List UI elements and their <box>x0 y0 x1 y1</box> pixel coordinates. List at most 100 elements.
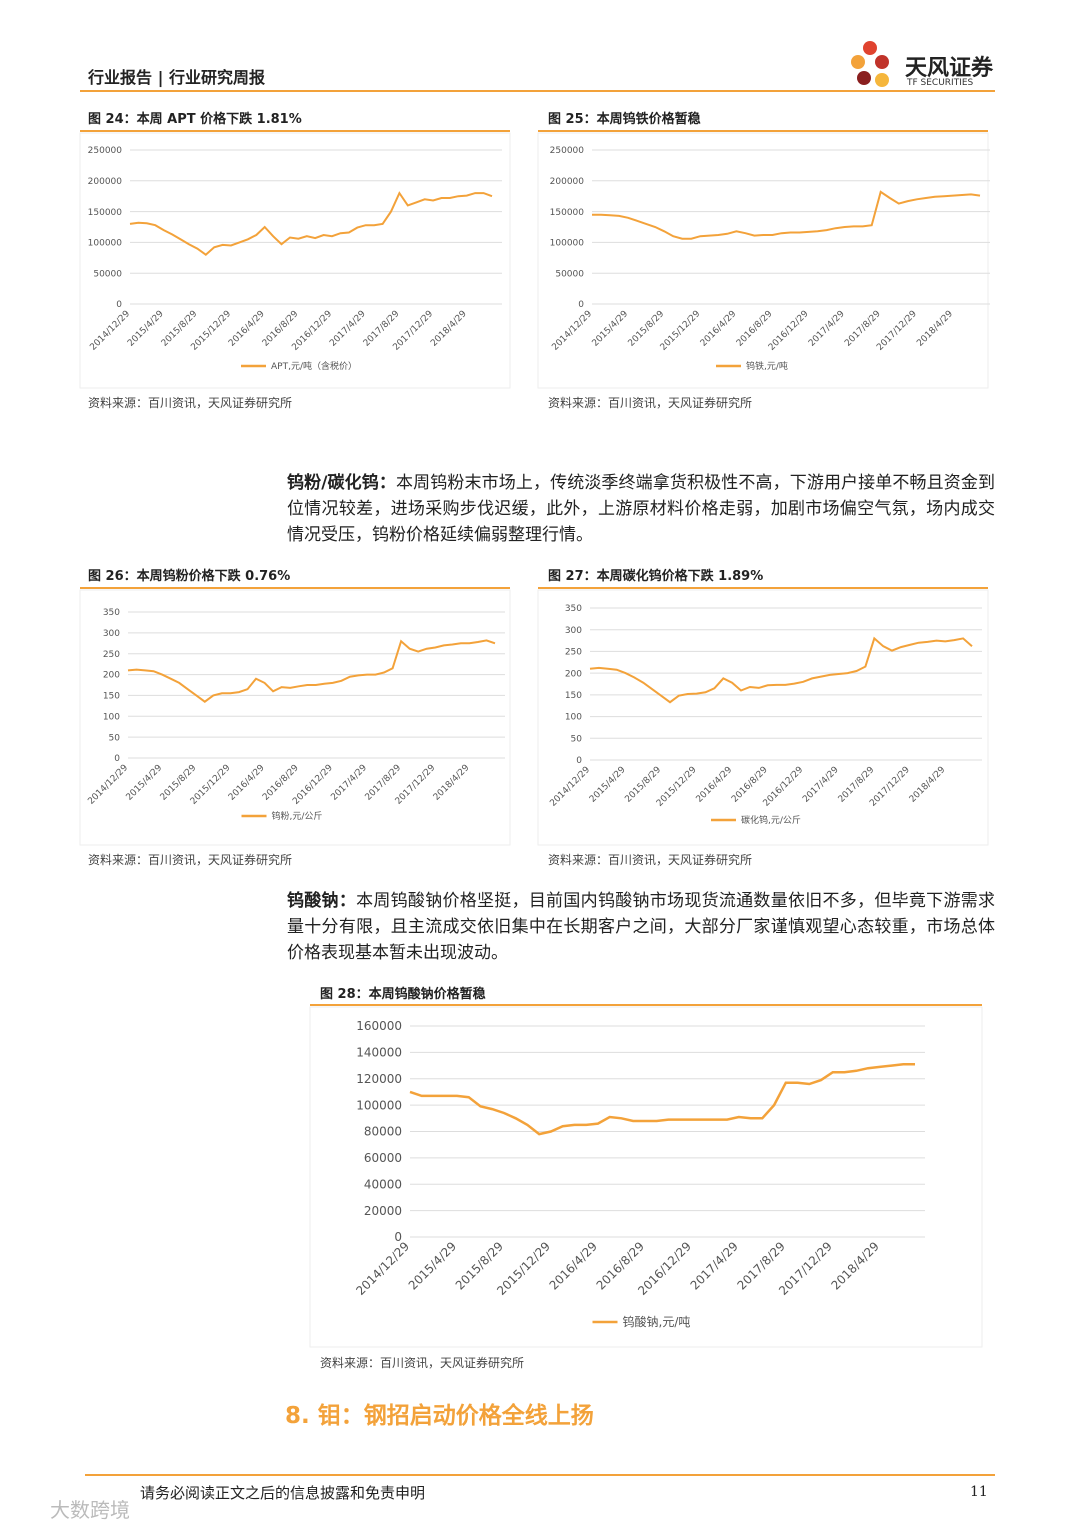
footer-disclaimer: 请务必阅读正文之后的信息披露和免责申明 <box>140 1484 426 1502</box>
x-tick-label: 2014/12/29 <box>86 763 130 807</box>
data-line <box>127 639 496 703</box>
x-tick-label: 2016/4/29 <box>699 309 739 349</box>
x-tick-label: 2016/4/29 <box>695 765 735 805</box>
y-tick-label: 40000 <box>364 1177 402 1191</box>
legend-label: 钨酸钠,元/吨 <box>623 1314 691 1329</box>
chart-frame <box>537 589 989 846</box>
y-tick-label: 250000 <box>550 146 585 156</box>
data-line <box>129 191 493 256</box>
caption-rule <box>80 587 510 589</box>
footer-rule <box>85 1474 995 1476</box>
legend-label: 碳化钨,元/公斤 <box>741 814 801 826</box>
x-tick-label: 2017/4/29 <box>807 309 847 349</box>
y-tick-label: 0 <box>394 1230 402 1244</box>
paragraph-text: 本周钨粉末市场上，传统淡季终端拿货积极性不高，下游用户接单不畅且资金到位情况较差… <box>287 473 995 545</box>
data-line <box>409 1062 915 1136</box>
x-tick-label: 2018/4/29 <box>908 765 948 805</box>
legend-label: 钨铁,元/吨 <box>746 360 788 372</box>
x-tick-label: 2015/4/29 <box>406 1239 459 1292</box>
legend-label: 钨粉,元/公斤 <box>272 810 323 822</box>
chart-frame <box>79 132 511 389</box>
header-title: 行业报告 | 行业研究周报 <box>88 68 265 87</box>
paragraph-lead: 钨粉/碳化钨： <box>287 473 397 493</box>
figure-caption: 图 26：本周钨粉价格下跌 0.76% <box>88 569 291 584</box>
paragraph-lead: 钨酸钠： <box>287 891 357 911</box>
y-tick-label: 50000 <box>555 269 584 279</box>
y-tick-label: 80000 <box>364 1125 402 1139</box>
y-tick-label: 60000 <box>364 1151 402 1165</box>
x-tick-label: 2014/12/29 <box>548 765 592 809</box>
y-tick-label: 20000 <box>364 1204 402 1218</box>
paragraph: 钨酸钠：本周钨酸钠价格坚挺，目前国内钨酸钠市场现货流通数量依旧不多，但毕竟下游需… <box>287 888 995 966</box>
y-tick-label: 250000 <box>88 146 123 156</box>
y-tick-label: 100 <box>103 712 120 722</box>
caption-rule <box>310 1004 982 1006</box>
y-tick-label: 120000 <box>356 1072 402 1086</box>
chart-frame <box>79 589 511 846</box>
y-tick-label: 350 <box>103 608 120 618</box>
figure-source: 资料来源：百川资讯，天风证券研究所 <box>88 853 293 867</box>
y-tick-label: 0 <box>116 300 122 310</box>
y-tick-label: 200000 <box>550 177 585 187</box>
x-tick-label: 2016/4/29 <box>547 1239 600 1292</box>
y-tick-label: 0 <box>578 300 584 310</box>
data-line <box>592 190 981 240</box>
y-tick-label: 50 <box>109 733 121 743</box>
y-tick-label: 50000 <box>93 269 122 279</box>
figure-source: 资料来源：百川资讯，天风证券研究所 <box>320 1356 525 1370</box>
logo-icon <box>851 41 889 87</box>
y-tick-label: 200000 <box>88 177 123 187</box>
y-tick-label: 300 <box>565 626 582 636</box>
x-tick-label: 2018/4/29 <box>432 763 472 803</box>
x-tick-label: 2015/4/29 <box>588 765 628 805</box>
y-tick-label: 150 <box>103 692 120 702</box>
y-tick-label: 150000 <box>550 208 585 218</box>
x-tick-label: 2018/4/29 <box>429 309 469 349</box>
x-tick-label: 2017/4/29 <box>688 1239 741 1292</box>
watermark: 大数跨境 <box>50 1498 130 1522</box>
figure-source: 资料来源：百川资讯，天风证券研究所 <box>548 853 753 867</box>
figure-caption: 图 24：本周 APT 价格下跌 1.81% <box>88 112 302 127</box>
x-tick-label: 2017/4/29 <box>801 765 841 805</box>
y-tick-label: 160000 <box>356 1019 402 1033</box>
y-tick-label: 100 <box>565 713 582 723</box>
figure-source: 资料来源：百川资讯，天风证券研究所 <box>88 396 293 410</box>
logo-sub: TF SECURITIES <box>907 78 974 88</box>
y-tick-label: 100000 <box>550 239 585 249</box>
y-tick-label: 250 <box>103 650 120 660</box>
y-tick-label: 300 <box>103 629 120 639</box>
y-tick-label: 50 <box>571 734 583 744</box>
y-tick-label: 100000 <box>356 1098 402 1112</box>
figure-caption: 图 28：本周钨酸钠价格暂稳 <box>320 987 486 1002</box>
legend-label: APT,元/吨（含税价） <box>271 360 357 372</box>
paragraph-text: 本周钨酸钠价格坚挺，目前国内钨酸钠市场现货流通数量依旧不多，但毕竟下游需求量十分… <box>287 891 996 963</box>
y-tick-label: 350 <box>565 604 582 614</box>
paragraph: 钨粉/碳化钨：本周钨粉末市场上，传统淡季终端拿货积极性不高，下游用户接单不畅且资… <box>287 470 995 548</box>
x-tick-label: 2015/4/29 <box>591 309 631 349</box>
y-tick-label: 200 <box>103 671 120 681</box>
y-tick-label: 0 <box>576 756 582 766</box>
caption-rule <box>538 130 988 132</box>
y-tick-label: 150 <box>565 691 582 701</box>
x-tick-label: 2014/12/29 <box>550 309 594 353</box>
header-rule <box>80 90 995 92</box>
y-tick-label: 100000 <box>88 239 123 249</box>
x-tick-label: 2018/4/29 <box>915 309 955 349</box>
y-tick-label: 140000 <box>356 1046 402 1060</box>
x-tick-label: 2018/4/29 <box>828 1239 881 1292</box>
caption-rule <box>80 130 510 132</box>
section-heading: 8. 钼：钢招启动价格全线上扬 <box>285 1403 594 1429</box>
chart-frame <box>537 132 989 389</box>
chart-frame <box>309 1006 983 1348</box>
figure-caption: 图 27：本周碳化钨价格下跌 1.89% <box>548 569 764 584</box>
figure-caption: 图 25：本周钨铁价格暂稳 <box>548 112 701 127</box>
y-tick-label: 0 <box>114 754 120 764</box>
y-tick-label: 150000 <box>88 208 123 218</box>
y-tick-label: 250 <box>565 648 582 658</box>
figure-source: 资料来源：百川资讯，天风证券研究所 <box>548 396 753 410</box>
page-number: 11 <box>970 1484 988 1500</box>
caption-rule <box>538 587 988 589</box>
logo-text: 天风证券 <box>905 56 994 81</box>
